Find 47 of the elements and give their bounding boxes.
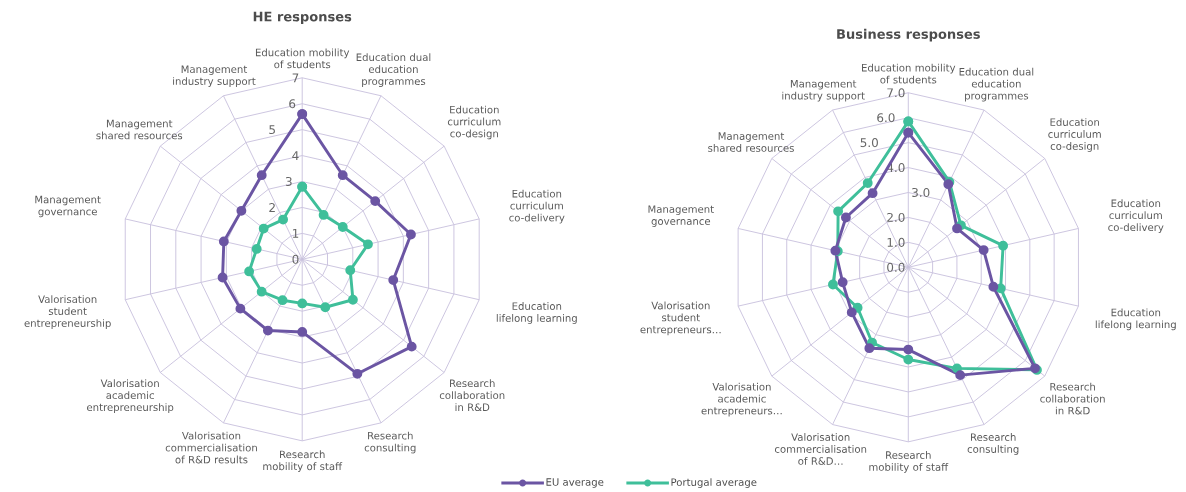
spoke-label: Management governance: [648, 205, 714, 228]
spoke-label: Research consulting: [364, 431, 416, 454]
y-tick-label: 7.0: [887, 88, 905, 98]
y-tick-label: 1.0: [887, 237, 905, 248]
y-tick-label: 3: [285, 177, 292, 187]
spoke-label: Education mobility of students: [255, 48, 350, 69]
y-tick-label: 2: [269, 203, 275, 213]
y-tick-label: 5.0: [860, 138, 878, 148]
y-tick-label: 1: [292, 229, 299, 238]
spoke-label: Education curriculum co-design: [1048, 118, 1101, 152]
spoke-label: Management shared resources: [708, 132, 794, 152]
spoke-label: Education dual education programmes: [356, 53, 431, 88]
spoke-label: Valorisation commercialisation of R&D results: [165, 431, 257, 464]
y-tick-label: 6: [289, 99, 296, 109]
spoke-label: Education curriculum co-design: [447, 105, 501, 140]
spoke-label: Management shared resources: [96, 119, 183, 140]
spoke-label: Valorisation academic entrepreneurs…: [701, 382, 782, 417]
y-tick-label: 5: [269, 125, 275, 135]
y-tick-label: 0.0: [887, 262, 905, 272]
spoke-label: Valorisation student entrepreneurs…: [640, 301, 721, 336]
spoke-label: Research mobility of staff: [263, 450, 343, 473]
spoke-label: Education lifelong learning: [496, 302, 577, 324]
spoke-label: Valorisation student entrepreneurship: [24, 295, 111, 330]
y-tick-label: 0: [292, 254, 299, 264]
spoke-label: Education curriculum co-delivery: [509, 189, 565, 224]
spoke-label: Management industry support: [782, 80, 865, 102]
chart-title: HE responses: [253, 11, 352, 25]
spoke-label: Valorisation academic entrepreneurship: [87, 379, 174, 414]
spoke-label: Valorisation commercialisation of R&D…: [774, 433, 867, 465]
spoke-label: Research mobility of staff: [869, 451, 949, 473]
spoke-label: Education mobility of students: [862, 63, 956, 84]
spoke-label: Research collaboration in R&D: [439, 379, 505, 412]
legend-label: EU average: [546, 478, 604, 488]
chart-title: Business responses: [837, 28, 980, 42]
spoke-label: Research consulting: [967, 433, 1019, 455]
spoke-label: Management industry support: [173, 65, 256, 88]
spoke-label: Education lifelong learning: [1095, 308, 1176, 331]
spoke-label: Management governance: [35, 195, 101, 218]
y-tick-label: 6.0: [877, 113, 895, 123]
spoke-label: Research collaboration in R&D: [1040, 382, 1105, 415]
spoke-label: Education dual education programmes: [959, 67, 1034, 102]
y-tick-label: 2.0: [887, 213, 905, 223]
y-tick-label: 7: [292, 73, 299, 83]
y-tick-label: 3.0: [912, 188, 930, 198]
y-tick-label: 4: [292, 151, 299, 161]
spoke-label: Education curriculum co-delivery: [1108, 199, 1164, 234]
legend-label: Portugal average: [671, 478, 757, 489]
